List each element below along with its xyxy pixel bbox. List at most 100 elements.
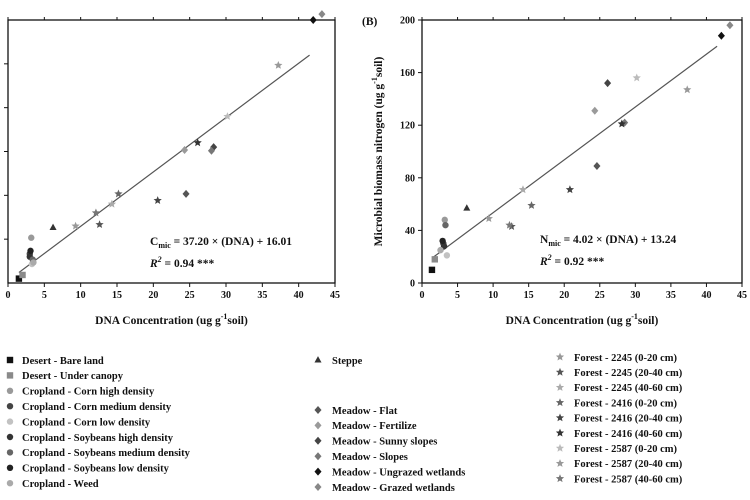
data-point-forest-2416-20-40 — [153, 196, 162, 204]
r2-sup: 2 — [157, 255, 162, 264]
legend-label: Forest - 2416 (20-40 cm) — [574, 414, 683, 425]
legend-marker-cropland-soybeans-medium — [6, 449, 14, 456]
legend-marker-cropland-weed — [6, 480, 14, 487]
legend-item-forest-2416-40-60: Forest - 2416 (40-60 cm) — [555, 428, 683, 440]
data-point-meadow-sunny-slopes — [210, 143, 218, 152]
x-tick-label: 0 — [6, 290, 11, 301]
legend-label: Cropland - Corn high density — [22, 387, 155, 398]
legend-label: Cropland - Corn medium density — [22, 402, 172, 413]
x-tick-label: 25 — [595, 290, 605, 301]
r2-symbol: R — [539, 256, 548, 268]
x-tick-label: 0 — [420, 290, 425, 301]
x-tick-label: 15 — [112, 290, 122, 301]
eq-rhs: = 37.20 × (DNA) + 16.01 — [171, 236, 292, 248]
y-axis-label-sup: -1 — [370, 77, 379, 84]
legend-item-forest-2587-0-20: Forest - 2587 (0-20 cm) — [555, 443, 678, 455]
y-tick-label: 120 — [400, 121, 415, 132]
legend-item-cropland-soybeans-high: Cropland - Soybeans high density — [6, 433, 174, 444]
legend-item-meadow-slopes: Meadow - Slopes — [314, 452, 408, 463]
legend-label: Desert - Bare land — [22, 356, 104, 367]
legend-marker-meadow-ungrazed-wetlands — [314, 467, 322, 476]
y-tick-label: 160 — [400, 68, 415, 79]
legend-marker-forest-2587-40-60 — [555, 474, 565, 483]
x-tick-label: 40 — [294, 290, 304, 301]
legend-label: Cropland - Soybeans high density — [22, 433, 174, 444]
data-point-cropland-corn-low — [443, 252, 451, 259]
data-point-meadow-fertilize — [591, 106, 599, 115]
eq-rhs: = 4.02 × (DNA) + 13.24 — [561, 234, 677, 246]
legend-label: Cropland - Soybeans medium density — [22, 448, 191, 459]
legend-marker-meadow-sunny-slopes — [314, 436, 322, 445]
data-point-meadow-fertilize — [181, 146, 189, 155]
x-tick-label: 35 — [257, 290, 267, 301]
x-axis-label-main: DNA Concentration (ug g — [506, 315, 632, 327]
data-point-forest-2416-0-20 — [114, 189, 123, 198]
x-tick-label: 10 — [488, 290, 498, 301]
data-point-meadow-slopes — [207, 146, 215, 155]
legend-marker-forest-2245-0-20 — [555, 352, 565, 361]
x-tick-label: 40 — [701, 290, 711, 301]
legend-item-meadow-grazed-wetlands: Meadow - Grazed wetlands — [314, 483, 455, 494]
data-point-desert-under-canopy — [431, 256, 438, 263]
legend-marker-forest-2587-20-40 — [555, 459, 565, 467]
data-point-forest-2416-40-60 — [193, 138, 202, 147]
y-tick-label: 200 — [400, 16, 415, 27]
legend-label: Steppe — [332, 356, 363, 367]
legend-item-meadow-sunny-slopes: Meadow - Sunny slopes — [314, 437, 437, 448]
legend-item-meadow-ungrazed-wetlands: Meadow - Ungrazed wetlands — [314, 467, 465, 478]
data-point-meadow-grazed-wetlands — [318, 10, 326, 19]
data-point-cropland-weed — [30, 259, 37, 266]
regression-line — [18, 54, 310, 273]
legend-label: Forest - 2245 (40-60 cm) — [574, 383, 683, 394]
x-axis-label-tail: soil) — [638, 315, 659, 327]
legend-marker-cropland-corn-high — [6, 387, 14, 394]
legend-marker-forest-2416-20-40 — [555, 413, 565, 422]
x-axis-label-main: DNA Concentration (ug g — [95, 315, 221, 327]
data-point-forest-2587-40-60 — [505, 220, 514, 229]
legend-item-forest-2245-0-20: Forest - 2245 (0-20 cm) — [555, 352, 678, 364]
legend-label: Meadow - Flat — [332, 406, 398, 417]
y-axis-label-main: Microbial biomass nitrogen (ug g — [373, 84, 385, 247]
legend-label: Meadow - Slopes — [332, 452, 408, 463]
legend-label: Cropland - Corn low density — [22, 417, 151, 428]
legend-label: Cropland - Soybeans low density — [22, 464, 170, 475]
legend-marker-forest-2245-20-40 — [555, 367, 565, 376]
r2-sup: 2 — [547, 253, 552, 262]
data-point-forest-2587-20-40 — [274, 60, 283, 69]
y-tick-label: 80 — [405, 173, 415, 184]
data-point-meadow-flat — [182, 189, 190, 198]
legend-marker-cropland-corn-low — [6, 418, 14, 425]
regression-equation: Nmic = 4.02 × (DNA) + 13.24 — [540, 234, 676, 248]
eq-prefix: C — [150, 236, 158, 248]
legend-item-cropland-corn-high: Cropland - Corn high density — [6, 387, 155, 398]
legend-label: Meadow - Ungrazed wetlands — [332, 467, 465, 478]
data-point-forest-2245-0-20 — [71, 221, 80, 230]
x-tick-label: 15 — [524, 290, 534, 301]
legend-item-forest-2245-40-60: Forest - 2245 (40-60 cm) — [555, 383, 683, 394]
legend-label: Forest - 2587 (20-40 cm) — [574, 459, 683, 470]
data-point-desert-under-canopy — [19, 271, 26, 279]
panel-a: 0 5 10 15 20 25 30 35 40 45 Cmic = 37.20 × (DNA) +… — [4, 10, 340, 327]
legend: Desert - Bare land Desert - Under canopy C… — [6, 352, 683, 494]
legend-marker-cropland-soybeans-high — [6, 433, 14, 441]
regression-equation: Cmic = 37.20 × (DNA) + 16.01 — [150, 236, 292, 250]
legend-label: Meadow - Grazed wetlands — [332, 483, 455, 494]
r2-rhs: = 0.92 *** — [552, 256, 605, 268]
data-point-forest-2587-40-60 — [91, 208, 101, 217]
legend-marker-forest-2245-40-60 — [555, 383, 565, 391]
legend-label: Forest - 2245 (20-40 cm) — [574, 368, 683, 379]
x-axis-label: DNA Concentration (ug g-1soil) — [506, 312, 659, 327]
legend-marker-forest-2416-40-60 — [555, 428, 565, 437]
data-point-meadow-grazed-wetlands — [726, 21, 734, 30]
r2-symbol: R — [149, 258, 158, 270]
r2-rhs: = 0.94 *** — [162, 258, 215, 270]
legend-item-meadow-flat: Meadow - Flat — [314, 406, 398, 417]
x-tick-label: 45 — [330, 290, 340, 301]
legend-marker-cropland-corn-medium — [6, 403, 14, 410]
x-tick-label: 30 — [630, 290, 640, 301]
data-point-forest-2416-20-40 — [565, 185, 575, 194]
x-tick-label: 5 — [455, 290, 460, 301]
r-squared: R2 = 0.92 *** — [539, 253, 604, 268]
legend-item-cropland-corn-medium: Cropland - Corn medium density — [6, 402, 172, 413]
data-point-forest-2245-20-40 — [507, 222, 516, 230]
